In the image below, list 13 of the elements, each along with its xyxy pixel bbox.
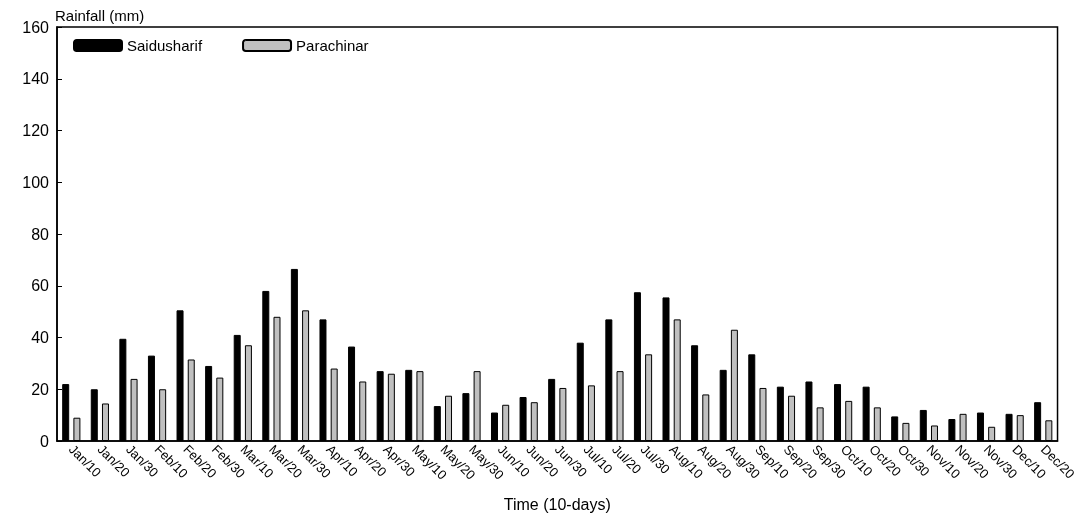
y-axis-title: Rainfall (mm) — [55, 7, 145, 24]
x-axis-title: Time (10-days) — [503, 495, 611, 513]
y-tick-label: 80 — [31, 225, 50, 243]
legend-label: Saidusharif — [127, 37, 203, 54]
legend-label: Parachinar — [296, 37, 369, 54]
y-tick-label: 0 — [40, 432, 50, 450]
y-tick-label: 100 — [22, 173, 50, 191]
y-tick-label: 40 — [31, 329, 50, 346]
y-tick-label: 20 — [31, 380, 50, 398]
y-tick-label: 160 — [22, 18, 50, 36]
y-tick-label: 60 — [31, 277, 50, 295]
y-tick-label: 140 — [22, 70, 50, 88]
y-tick-label: 120 — [22, 122, 50, 139]
